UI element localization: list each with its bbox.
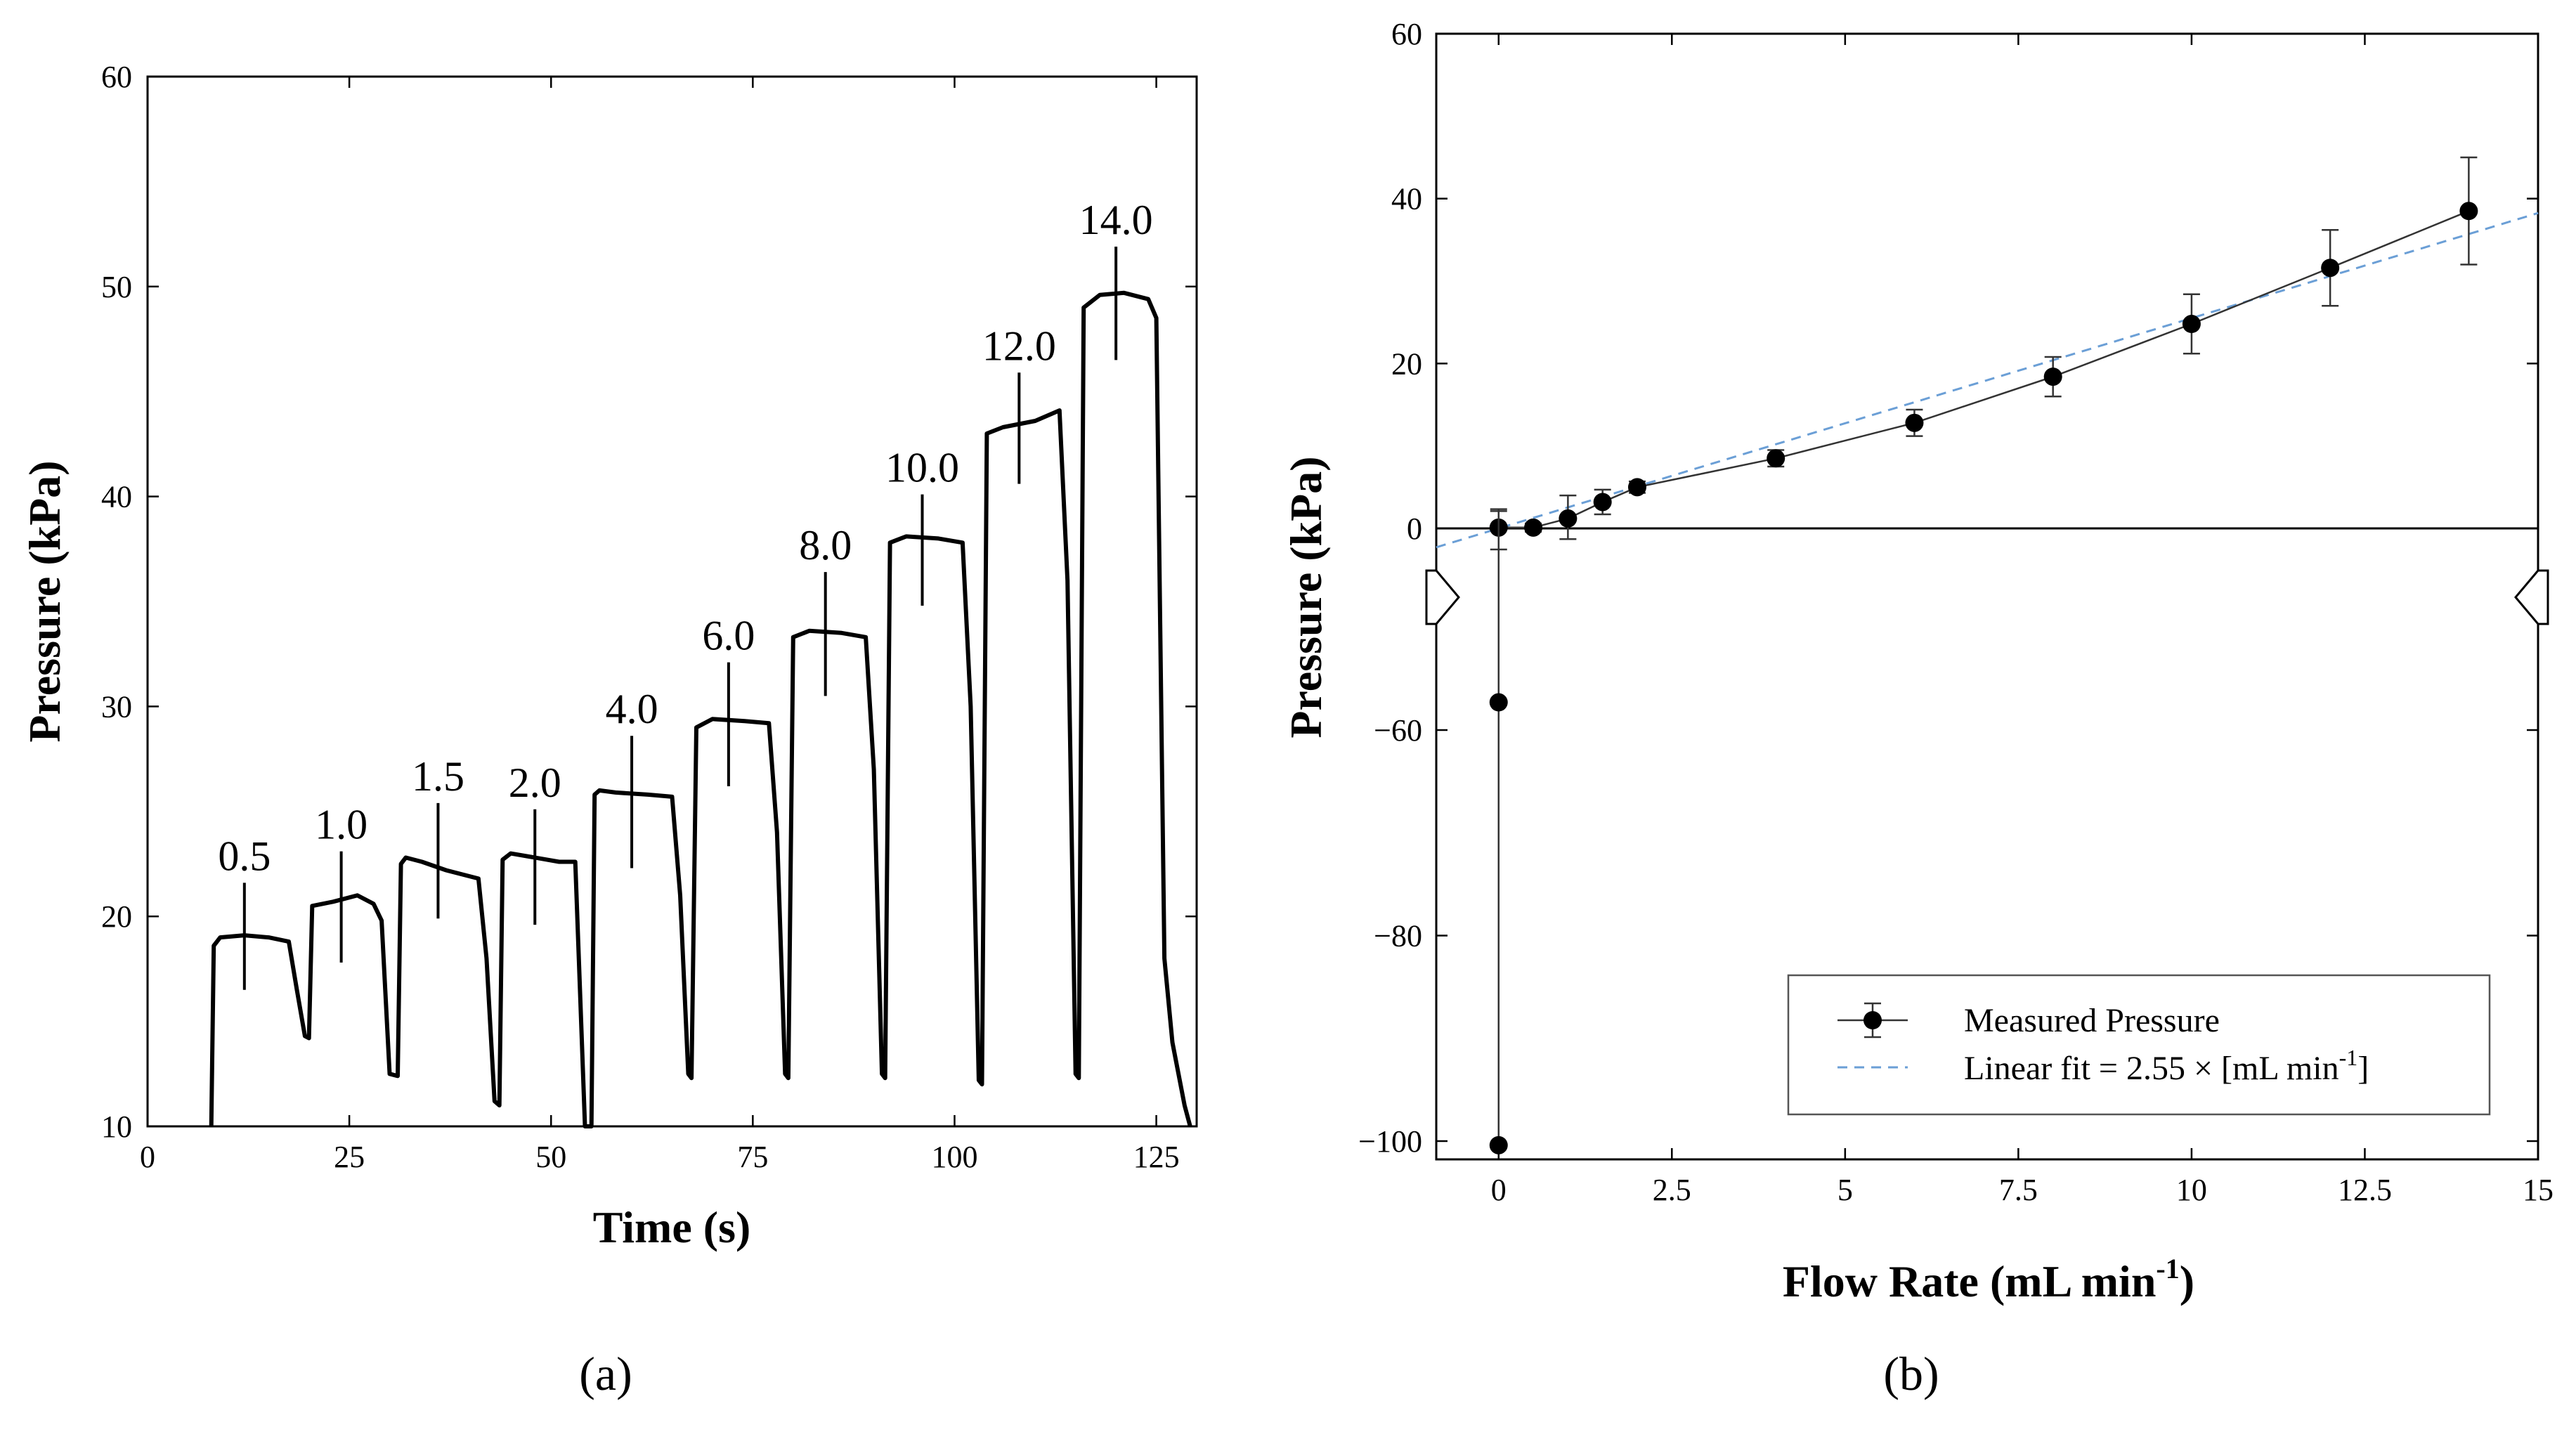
chart-a-xtick-label: 125 [1133, 1140, 1180, 1174]
chart-b-linear-fit-line [1436, 211, 2539, 549]
chart-a-annotation-label: 0.5 [218, 833, 271, 879]
chart-b-point [2459, 202, 2478, 221]
chart-a-x-ticks: 0 25 50 75 100 125 [140, 77, 1180, 1174]
chart-b-y-ticks: 0 20 40 60 −60 −80 −100 [1358, 17, 2538, 1159]
chart-b-point [1559, 509, 1578, 528]
chart-a-panel-label: (a) [579, 1347, 632, 1400]
chart-b-ytick-label: 60 [1391, 17, 1422, 51]
chart-b-ylabel: Pressure (kPa) [1281, 456, 1331, 738]
chart-a: 10 20 30 40 50 60 0 25 50 75 100 125 0.5 1.0 1.5 2.0 4… [20, 60, 1198, 1400]
chart-b-point [1905, 413, 1924, 432]
chart-a-annotation-label: 10.0 [885, 445, 959, 491]
chart-a-annotation-label: 8.0 [799, 522, 852, 568]
chart-b-axis-break-left [1425, 569, 1460, 625]
chart-b-point [1627, 478, 1646, 497]
chart-b-ytick-label: −80 [1374, 919, 1422, 953]
chart-b-xtick-label: 7.5 [1999, 1173, 2038, 1207]
legend-box [1787, 974, 2491, 1116]
chart-a-annotation-label: 14.0 [1079, 197, 1153, 243]
chart-a-ytick-label: 20 [101, 899, 132, 934]
chart-b-point [2321, 259, 2340, 278]
legend-label-measured: Measured Pressure [1964, 1002, 2220, 1039]
chart-a-ytick-label: 60 [101, 60, 132, 94]
chart-a-annotation-label: 4.0 [606, 686, 658, 732]
chart-a-pressure-line [209, 290, 1192, 1128]
chart-b-xtick-label: 15 [2523, 1173, 2554, 1207]
chart-b-point [2182, 315, 2201, 334]
chart-b-xtick-label: 2.5 [1653, 1173, 1691, 1207]
chart-a-xtick-label: 0 [140, 1140, 155, 1174]
legend-label-fit-close: ] [2357, 1050, 2369, 1087]
chart-b-ytick-label: −60 [1374, 713, 1422, 748]
chart-a-xtick-label: 75 [737, 1140, 768, 1174]
chart-b-point [1524, 518, 1543, 537]
chart-a-ytick-label: 40 [101, 480, 132, 514]
chart-a-annotation-label: 12.0 [982, 323, 1056, 369]
chart-b: 0 20 40 60 −60 −80 −100 0 2.5 5 7.5 10 12.5 15 Measu… [1281, 17, 2554, 1400]
chart-b-xtick-label: 0 [1491, 1173, 1507, 1207]
chart-b-measured-connector [1498, 210, 2469, 529]
chart-b-ytick-label: 20 [1391, 346, 1422, 381]
chart-a-ylabel: Pressure (kPa) [20, 460, 70, 742]
chart-b-xtick-label: 12.5 [2338, 1173, 2392, 1207]
chart-a-xtick-label: 50 [535, 1140, 566, 1174]
chart-b-x-ticks: 0 2.5 5 7.5 10 12.5 15 [1491, 34, 2554, 1207]
chart-b-lower-points [1489, 508, 1508, 1154]
chart-a-step-annotations: 0.5 1.0 1.5 2.0 4.0 6.0 8.0 10.0 12.0 14.0 [218, 197, 1153, 990]
legend-label-fit-sup: -1 [2339, 1045, 2358, 1070]
chart-b-point [1593, 493, 1612, 512]
chart-a-annotation-label: 1.0 [315, 802, 367, 848]
chart-a-xtick-label: 25 [334, 1140, 365, 1174]
chart-a-ytick-label: 30 [101, 689, 132, 724]
chart-a-xtick-label: 100 [931, 1140, 977, 1174]
chart-a-annotation-label: 6.0 [702, 613, 755, 659]
chart-a-ytick-label: 50 [101, 270, 132, 304]
chart-b-xtick-label: 5 [1837, 1173, 1853, 1207]
chart-b-panel-label: (b) [1883, 1347, 1939, 1400]
chart-a-annotation-label: 1.5 [412, 753, 464, 800]
chart-b-measured-points [1489, 156, 2478, 551]
chart-b-ytick-label: −100 [1358, 1124, 1422, 1159]
chart-b-axis-break-right [2514, 569, 2549, 625]
chart-a-ytick-label: 10 [101, 1109, 132, 1144]
chart-a-annotation-label: 2.0 [509, 760, 561, 806]
chart-b-xlabel-close: ) [2180, 1256, 2194, 1306]
chart-b-ytick-label: 0 [1407, 512, 1422, 546]
chart-b-xlabel-sup: -1 [2156, 1253, 2179, 1284]
chart-b-point [2043, 367, 2062, 386]
chart-a-xlabel: Time (s) [593, 1202, 751, 1252]
chart-b-lower-point [1489, 1135, 1508, 1154]
chart-b-point [1767, 449, 1785, 468]
chart-b-lower-point [1489, 693, 1508, 712]
chart-a-plot-frame [146, 75, 1198, 1128]
legend-marker-measured-dot [1863, 1011, 1882, 1029]
chart-b-xlabel: Flow Rate (mL min-1) [1783, 1253, 2194, 1306]
chart-b-ytick-label: 40 [1391, 182, 1422, 216]
chart-b-xlabel-main: Flow Rate (mL min [1783, 1256, 2157, 1306]
chart-b-legend: Measured Pressure Linear fit = 2.55 × [m… [1787, 974, 2491, 1116]
legend-label-fit: Linear fit = 2.55 × [mL min-1] [1964, 1045, 2369, 1087]
chart-b-xtick-label: 10 [2176, 1173, 2207, 1207]
chart-a-y-ticks: 10 20 30 40 50 60 [101, 60, 1197, 1144]
legend-label-fit-main: Linear fit = 2.55 × [mL min [1964, 1050, 2339, 1087]
